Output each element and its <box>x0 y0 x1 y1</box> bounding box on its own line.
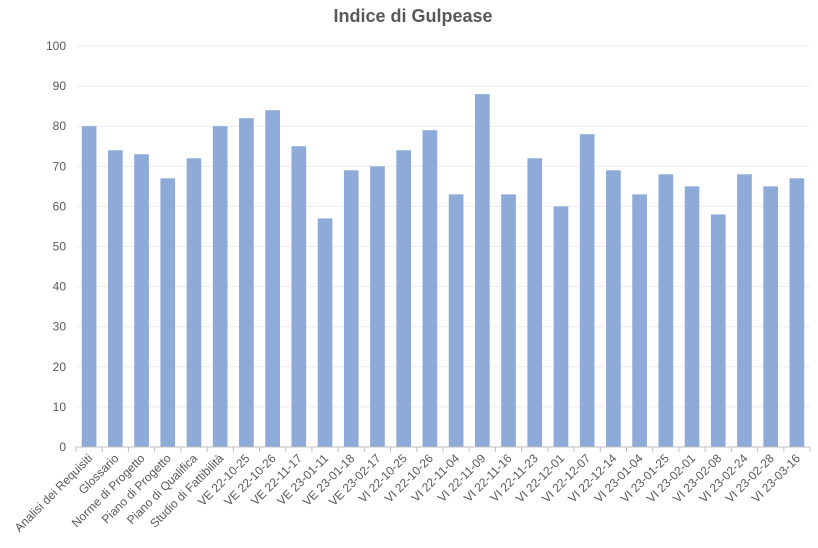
bar <box>291 146 307 447</box>
y-tick-labels: 0 10 20 30 40 50 60 70 80 90 100 <box>46 39 66 454</box>
y-tick-label: 90 <box>53 79 67 93</box>
bar <box>212 126 228 447</box>
bar <box>396 150 412 447</box>
bar <box>737 174 752 447</box>
y-tick-label: 60 <box>53 199 67 213</box>
y-tick-label: 40 <box>53 280 67 294</box>
y-tick-label: 80 <box>53 119 67 133</box>
bar <box>370 166 385 448</box>
bar <box>448 194 464 447</box>
y-tick-label: 100 <box>46 39 66 53</box>
bar <box>474 94 490 448</box>
y-tick-label: 30 <box>53 320 67 334</box>
bar <box>632 194 647 447</box>
bar <box>658 174 674 447</box>
bar <box>317 218 333 447</box>
bar <box>763 186 779 447</box>
bar <box>789 178 805 447</box>
bar <box>107 150 123 447</box>
bars <box>81 94 805 448</box>
y-tick-label: 0 <box>59 440 66 454</box>
bar <box>501 194 516 447</box>
bar <box>710 214 726 447</box>
y-tick-label: 50 <box>53 240 67 254</box>
bar <box>684 186 700 447</box>
gridlines <box>76 45 810 408</box>
bar <box>265 110 280 447</box>
bar <box>186 158 202 447</box>
bar <box>422 130 438 447</box>
y-tick-label: 20 <box>53 360 67 374</box>
y-tick-label: 70 <box>53 159 67 173</box>
bar <box>81 126 97 447</box>
bar <box>343 170 359 447</box>
chart-title: Indice di Gulpease <box>333 6 493 26</box>
axes <box>75 446 811 452</box>
bar <box>579 134 595 447</box>
y-tick-label: 10 <box>53 400 67 414</box>
bar <box>160 178 176 447</box>
bar <box>606 170 621 447</box>
bar <box>134 154 149 447</box>
bar <box>527 158 543 447</box>
bar <box>239 118 254 448</box>
bar <box>553 206 569 447</box>
